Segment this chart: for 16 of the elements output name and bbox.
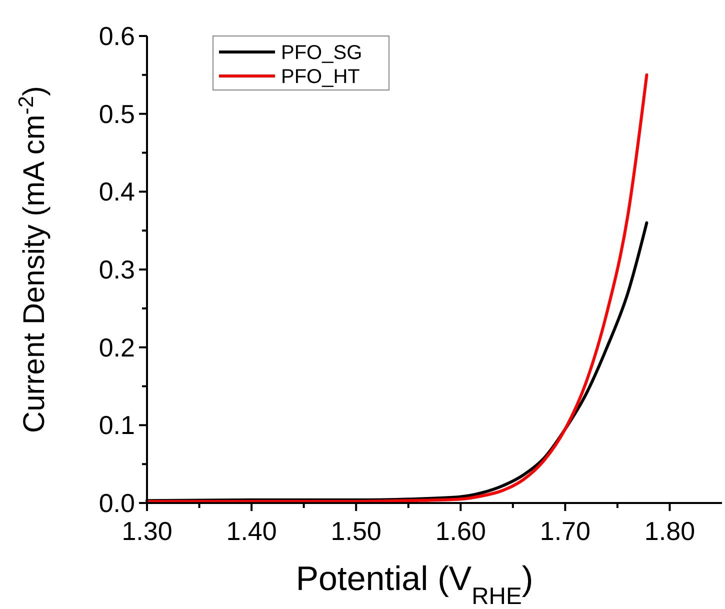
x-tick-label: 1.60 (435, 516, 486, 546)
y-tick-label: 0.4 (98, 176, 135, 207)
x-tick-label: 1.80 (644, 516, 696, 546)
y-tick-label: 0.2 (98, 332, 135, 362)
x-tick-label: 1.40 (226, 516, 277, 546)
y-tick-label: 0.5 (98, 98, 135, 129)
x-tick-label: 1.70 (540, 516, 590, 546)
legend-label: PFO_HT (281, 66, 360, 88)
x-tick-label: 1.30 (122, 516, 172, 546)
x-axis-title: Potential (V$_{RHE}$) (296, 560, 534, 609)
y-tick-label: 0.0 (98, 488, 135, 518)
x-tick-label: 1.50 (330, 516, 382, 546)
legend-label: PFO_SG (281, 42, 362, 64)
y-tick-label: 0.6 (98, 21, 135, 51)
y-tick-label: 0.1 (98, 410, 135, 440)
y-tick-label: 0.3 (98, 254, 135, 284)
